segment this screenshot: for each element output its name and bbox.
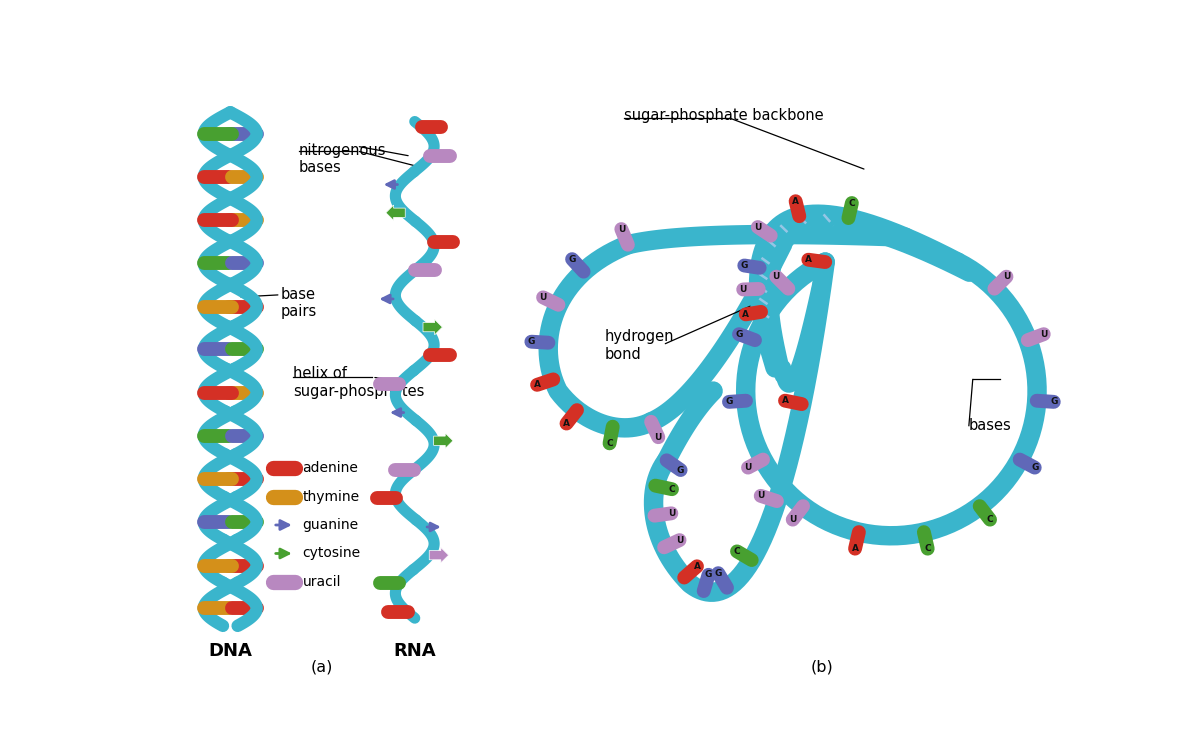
Text: A: A <box>534 380 541 389</box>
Text: C: C <box>668 485 676 494</box>
Text: G: G <box>1050 398 1058 407</box>
Text: G: G <box>705 570 712 579</box>
Text: uracil: uracil <box>302 575 341 589</box>
Text: U: U <box>757 491 764 500</box>
Text: guanine: guanine <box>302 518 358 532</box>
Text: U: U <box>654 432 661 442</box>
Text: base
pairs: base pairs <box>281 287 317 320</box>
Text: U: U <box>1003 272 1010 281</box>
Polygon shape <box>434 433 453 448</box>
Text: C: C <box>987 515 994 524</box>
Text: G: G <box>568 255 575 264</box>
Text: U: U <box>755 222 762 231</box>
Text: A: A <box>564 419 569 428</box>
Text: cytosine: cytosine <box>302 547 361 560</box>
Text: U: U <box>540 293 547 302</box>
Text: C: C <box>849 199 855 208</box>
Text: U: U <box>667 509 676 518</box>
Text: A: A <box>782 396 789 405</box>
Text: U: U <box>744 463 752 472</box>
Text: U: U <box>772 272 780 281</box>
Polygon shape <box>386 205 406 221</box>
Text: A: A <box>792 197 799 206</box>
Text: U: U <box>739 285 746 294</box>
Text: thymine: thymine <box>302 490 360 503</box>
Text: U: U <box>1040 330 1047 339</box>
Text: DNA: DNA <box>209 643 252 660</box>
Text: C: C <box>924 544 931 553</box>
Text: U: U <box>676 535 683 544</box>
Text: helix of
sugar-phosphates: helix of sugar-phosphates <box>294 367 424 398</box>
Text: G: G <box>714 569 722 578</box>
Text: G: G <box>740 261 747 270</box>
Text: A: A <box>693 562 700 571</box>
Text: U: U <box>789 515 796 524</box>
Text: A: A <box>743 310 749 319</box>
Text: U: U <box>618 225 625 234</box>
Text: G: G <box>528 337 535 346</box>
Text: C: C <box>733 547 740 556</box>
Polygon shape <box>429 547 448 563</box>
Polygon shape <box>423 320 442 335</box>
Text: adenine: adenine <box>302 461 358 475</box>
Text: hydrogen
bond: hydrogen bond <box>605 330 674 362</box>
Text: (b): (b) <box>810 659 834 674</box>
Text: G: G <box>725 398 732 407</box>
Text: C: C <box>606 438 613 448</box>
Text: G: G <box>1030 463 1039 472</box>
Text: bases: bases <box>969 418 1012 433</box>
Text: G: G <box>736 330 743 339</box>
Text: A: A <box>805 256 812 264</box>
Text: RNA: RNA <box>394 643 436 660</box>
Text: sugar-phosphate backbone: sugar-phosphate backbone <box>624 107 824 122</box>
Text: (a): (a) <box>310 659 332 674</box>
Text: G: G <box>677 466 684 475</box>
Text: nitrogenous
bases: nitrogenous bases <box>298 143 386 175</box>
Text: A: A <box>851 544 858 553</box>
